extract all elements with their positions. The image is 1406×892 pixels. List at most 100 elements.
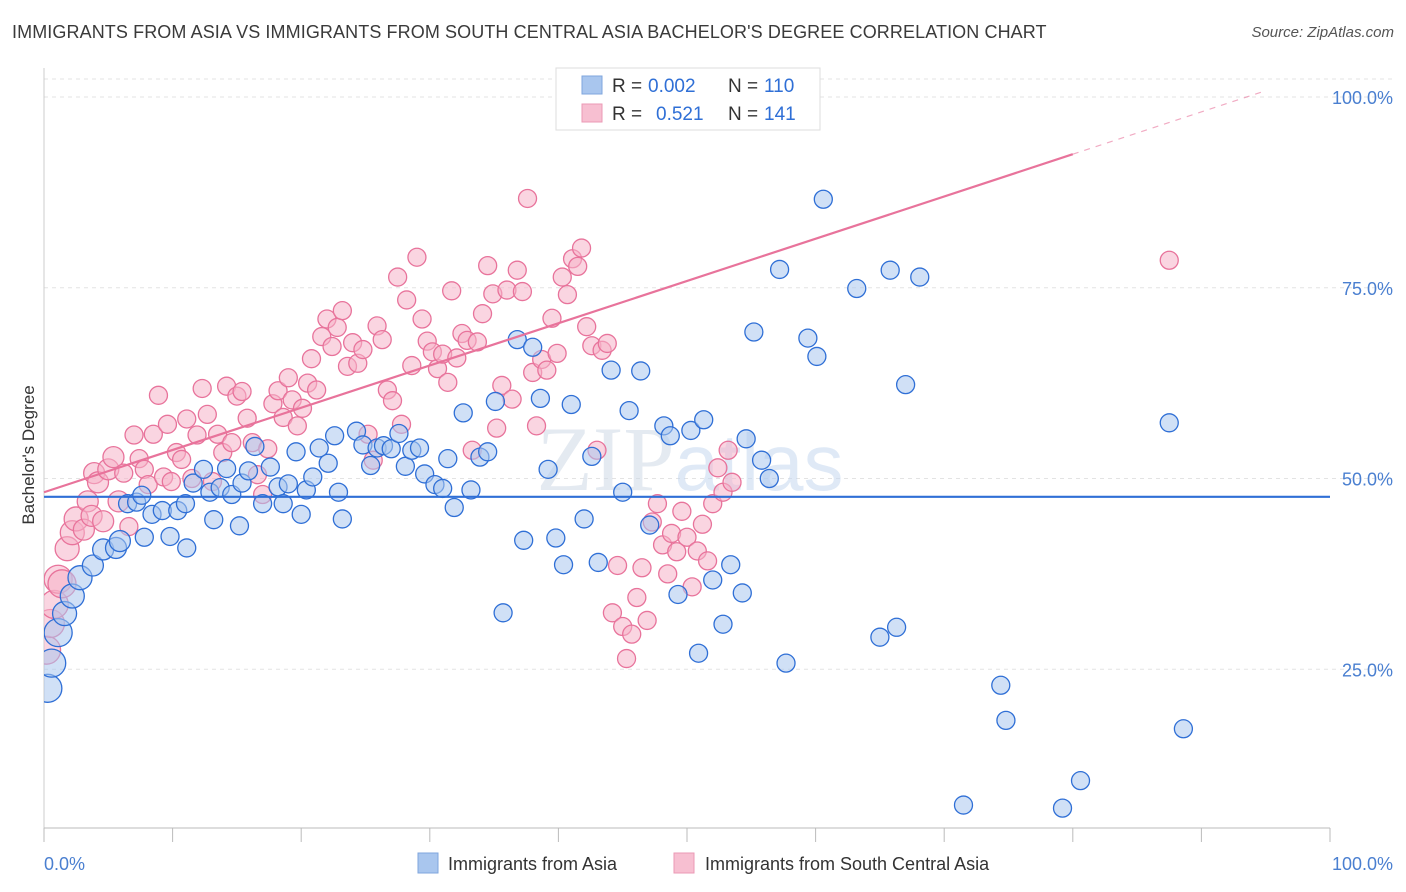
trend-line-pink <box>43 153 1074 494</box>
blue-point <box>601 360 621 380</box>
pink-point <box>602 603 623 623</box>
blue-point <box>514 530 534 550</box>
blue-point <box>640 515 660 535</box>
legend-n-value-blue: 110 <box>764 76 794 97</box>
y-tick-label: 100.0% <box>1332 88 1393 108</box>
blue-point <box>538 459 558 479</box>
pink-point <box>537 360 557 380</box>
legend-r-label-pink: R = <box>612 104 642 125</box>
blue-point <box>996 710 1016 731</box>
blue-point <box>409 438 430 458</box>
blue-point <box>694 410 714 430</box>
legend-r-label-blue: R = <box>612 76 642 97</box>
pink-point <box>708 458 728 478</box>
bottom-legend-label-blue: Immigrants from Asia <box>448 854 618 874</box>
pink-point <box>512 281 533 302</box>
blue-point <box>681 420 701 441</box>
pink-point <box>667 542 687 562</box>
bottom-legend-swatch-pink <box>673 852 695 874</box>
blue-point <box>461 480 481 500</box>
blue-point <box>776 653 796 673</box>
blue-point <box>493 603 513 623</box>
pink-point <box>547 343 567 364</box>
blue-point <box>588 552 608 573</box>
pink-point <box>92 510 115 533</box>
blue-point <box>193 459 214 479</box>
blue-point <box>1159 413 1179 433</box>
x-tick-label-max: 100.0% <box>1332 854 1393 874</box>
blue-point <box>453 403 473 423</box>
pink-point <box>327 317 347 338</box>
legend-r-value-pink: 0.521 <box>656 104 704 125</box>
stats-legend: R = 0.002 N = 110 R = 0.521 N = 141 <box>555 67 821 131</box>
blue-point <box>485 391 506 412</box>
blue-point <box>1070 770 1091 791</box>
blue-point <box>561 394 581 415</box>
pink-point <box>442 281 462 301</box>
y-tick-label: 25.0% <box>1342 660 1393 680</box>
blue-point <box>134 527 154 547</box>
blue-point <box>278 474 298 494</box>
pink-point <box>507 260 527 280</box>
blue-point <box>360 455 381 476</box>
pink-point <box>157 414 178 434</box>
legend-n-label-blue: N = <box>728 76 758 97</box>
blue-point <box>177 538 197 558</box>
pink-point <box>161 471 181 492</box>
blue-point <box>395 456 416 476</box>
pink-point <box>268 381 288 401</box>
pink-point <box>124 425 144 445</box>
blue-point <box>238 461 259 481</box>
pink-point <box>647 494 668 514</box>
series-legend: Immigrants from Asia Immigrants from Sou… <box>417 852 990 874</box>
pink-point <box>677 527 697 547</box>
blue-point <box>732 583 752 603</box>
blue-point <box>991 675 1011 695</box>
pink-point <box>672 501 692 521</box>
blue-point <box>688 643 709 663</box>
blue-point <box>660 426 680 446</box>
bottom-legend-label-pink: Immigrants from South Central Asia <box>705 854 990 874</box>
pink-point <box>517 188 538 209</box>
blue-point <box>44 673 63 703</box>
legend-n-label-pink: N = <box>728 104 758 125</box>
blue-point <box>260 457 280 477</box>
pink-point <box>222 432 242 453</box>
x-tick-label-min: 0.0% <box>44 854 85 874</box>
series-blue-points <box>44 189 1194 818</box>
chart-title: IMMIGRANTS FROM ASIA VS IMMIGRANTS FROM … <box>12 22 1047 42</box>
blue-point <box>759 468 779 489</box>
blue-point <box>245 436 265 457</box>
pink-point <box>372 329 392 350</box>
blue-point <box>332 509 353 529</box>
pink-point <box>722 472 742 492</box>
pink-point <box>692 514 713 534</box>
y-axis-label: Bachelor's Degree <box>19 385 38 524</box>
blue-point <box>813 189 833 209</box>
blue-point <box>108 529 132 553</box>
pink-point <box>616 648 637 669</box>
blue-point <box>444 497 464 518</box>
pink-point <box>382 391 403 411</box>
pink-point <box>438 372 458 393</box>
blue-point <box>1052 798 1073 818</box>
blue-point <box>744 322 764 342</box>
blue-point <box>81 554 105 577</box>
blue-point <box>798 328 818 348</box>
pink-point <box>278 368 298 388</box>
blue-point <box>328 482 349 502</box>
pink-point <box>487 418 507 438</box>
blue-point <box>286 442 306 462</box>
pink-point <box>102 445 125 469</box>
pink-point <box>306 380 327 400</box>
blue-point <box>381 439 401 459</box>
blue-point <box>389 423 409 444</box>
blue-point <box>175 494 196 514</box>
pink-point <box>607 555 628 576</box>
blue-point <box>619 400 639 421</box>
blue-point <box>582 446 602 467</box>
blue-point <box>631 361 651 381</box>
pink-point <box>526 416 547 436</box>
watermark: ZIPatlas <box>537 408 844 510</box>
blue-point <box>847 278 867 299</box>
